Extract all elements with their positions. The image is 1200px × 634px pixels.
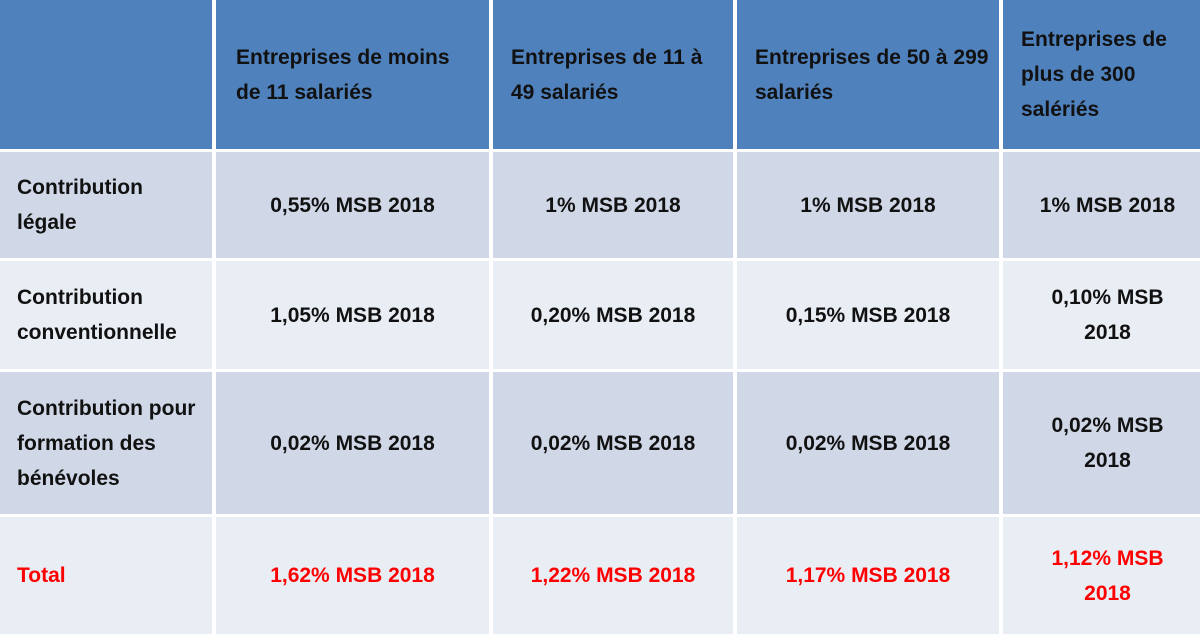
- row-label-formation-benevoles: Contribution pour formation des bénévole…: [0, 372, 212, 514]
- header-corner: [0, 0, 212, 149]
- row-label-legale: Contribution légale: [0, 152, 212, 258]
- cell-total-11-49: 1,22% MSB 2018: [493, 517, 733, 634]
- cell-conventionnelle-plus-300: 0,10% MSB 2018: [1003, 261, 1200, 369]
- header-11-49: Entreprises de 11 à 49 salariés: [493, 0, 733, 149]
- cell-conventionnelle-50-299: 0,15% MSB 2018: [737, 261, 999, 369]
- cell-benevoles-moins-11: 0,02% MSB 2018: [216, 372, 489, 514]
- cell-total-moins-11: 1,62% MSB 2018: [216, 517, 489, 634]
- cell-benevoles-50-299: 0,02% MSB 2018: [737, 372, 999, 514]
- cell-benevoles-plus-300: 0,02% MSB 2018: [1003, 372, 1200, 514]
- cell-legale-plus-300: 1% MSB 2018: [1003, 152, 1200, 258]
- header-50-299: Entreprises de 50 à 299 salariés: [737, 0, 999, 149]
- row-label-total: Total: [0, 517, 212, 634]
- cell-legale-moins-11: 0,55% MSB 2018: [216, 152, 489, 258]
- row-label-conventionnelle: Contribution conventionnelle: [0, 261, 212, 369]
- cell-total-plus-300: 1,12% MSB 2018: [1003, 517, 1200, 634]
- cell-conventionnelle-11-49: 0,20% MSB 2018: [493, 261, 733, 369]
- cell-conventionnelle-moins-11: 1,05% MSB 2018: [216, 261, 489, 369]
- cell-legale-11-49: 1% MSB 2018: [493, 152, 733, 258]
- header-moins-11: Entreprises de moins de 11 salariés: [216, 0, 489, 149]
- cell-benevoles-11-49: 0,02% MSB 2018: [493, 372, 733, 514]
- header-plus-300: Entreprises de plus de 300 salériés: [1003, 0, 1200, 149]
- cell-legale-50-299: 1% MSB 2018: [737, 152, 999, 258]
- cell-total-50-299: 1,17% MSB 2018: [737, 517, 999, 634]
